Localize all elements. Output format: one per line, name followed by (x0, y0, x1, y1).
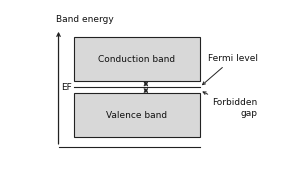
Text: Valence band: Valence band (106, 111, 168, 120)
Bar (74, 93, 200, 137)
Text: EF: EF (61, 83, 72, 92)
Text: Forbidden
gap: Forbidden gap (203, 92, 258, 118)
Bar (74, 37, 200, 81)
Text: Band energy: Band energy (56, 15, 114, 23)
Text: Fermi level: Fermi level (203, 54, 258, 85)
Text: Conduction band: Conduction band (98, 55, 175, 64)
